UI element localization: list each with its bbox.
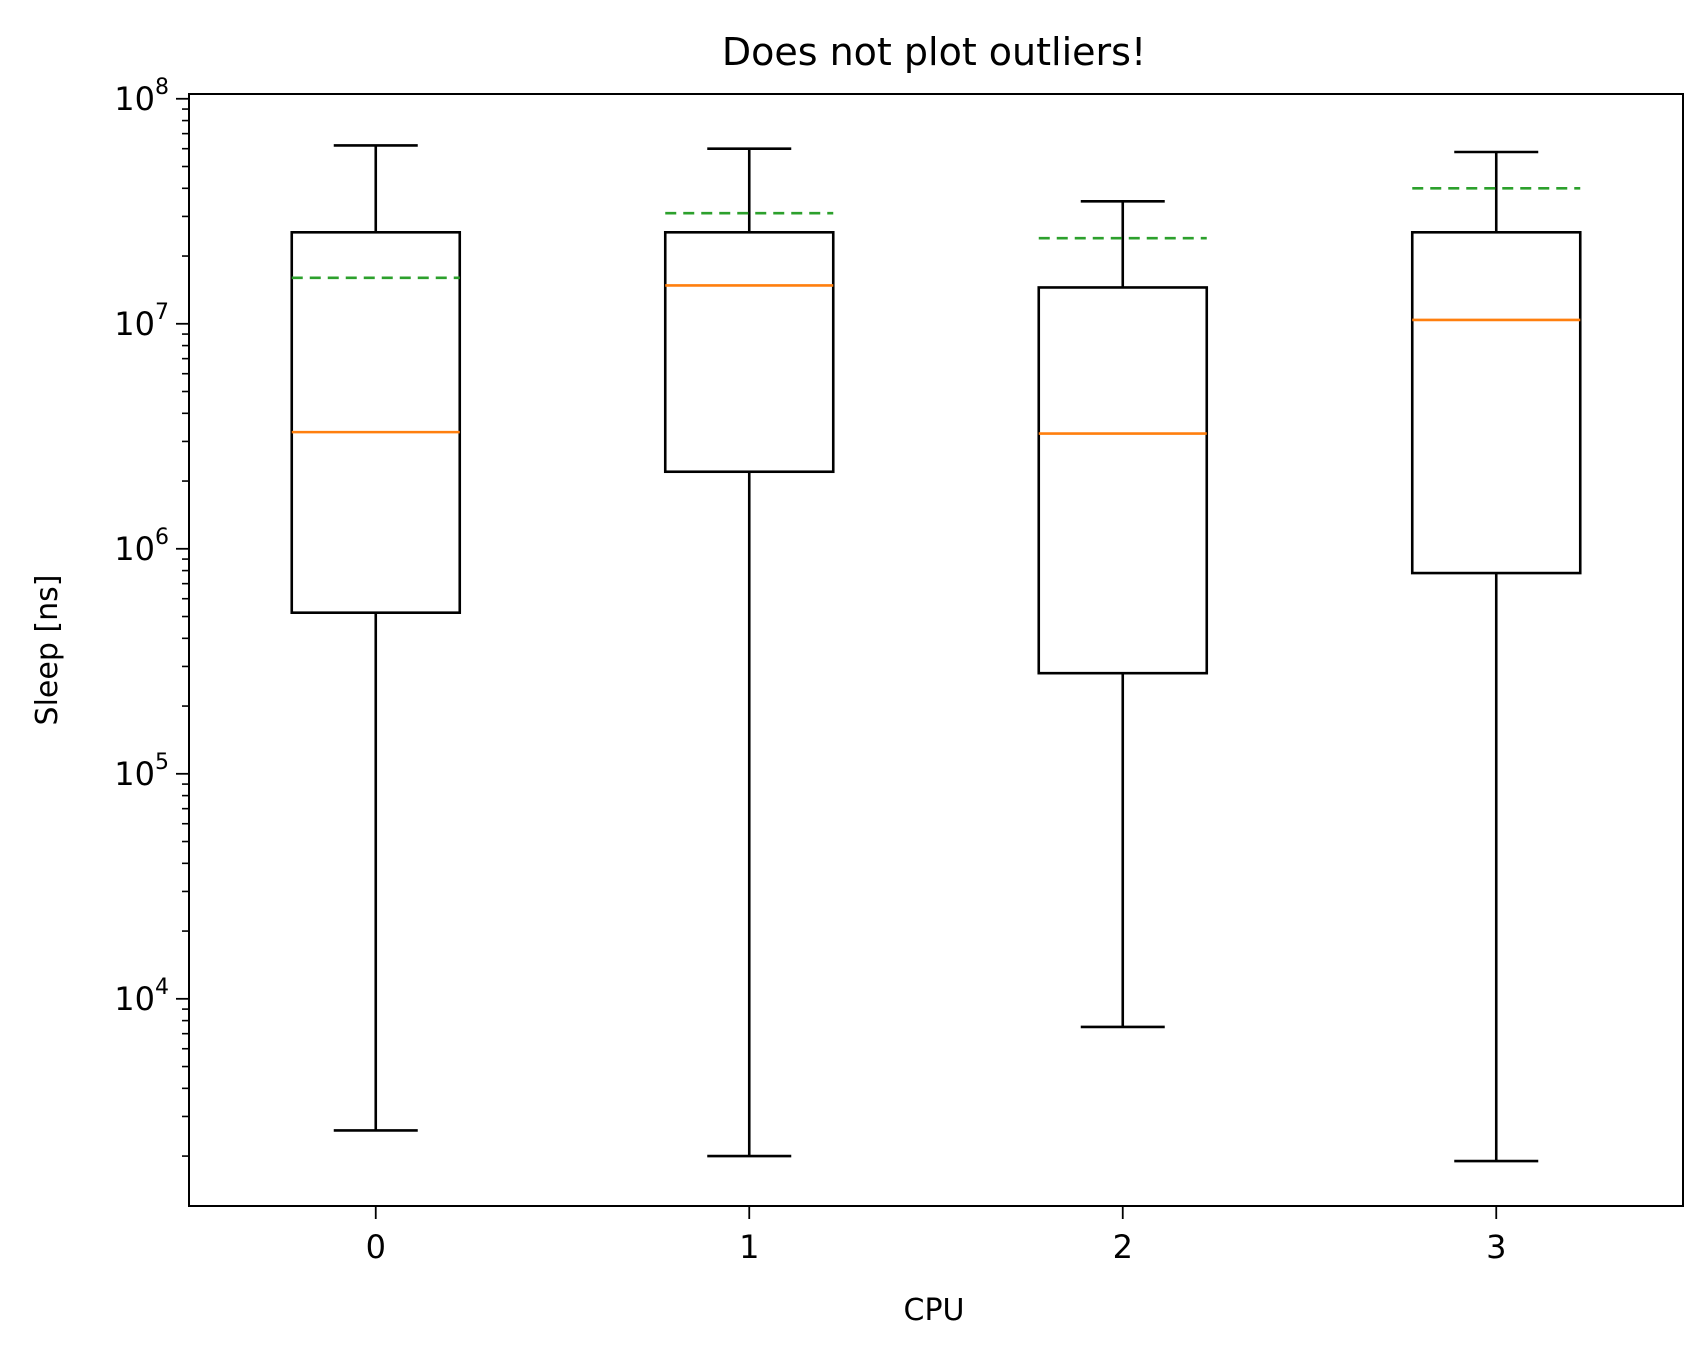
y-tick-base: 10 <box>114 980 155 1018</box>
y-tick-exponent: 6 <box>155 525 169 550</box>
y-tick-base: 10 <box>114 305 155 343</box>
y-axis-label: Sleep [ns] <box>30 575 65 726</box>
x-axis-label: CPU <box>904 1293 965 1328</box>
y-tick-label: 106 <box>114 525 169 568</box>
y-tick-label: 104 <box>114 975 169 1018</box>
y-tick-label: 107 <box>114 300 169 343</box>
x-tick-label: 3 <box>1486 1228 1506 1266</box>
y-tick-exponent: 8 <box>155 75 169 100</box>
y-tick-label: 108 <box>114 75 169 118</box>
box-iqr <box>1410 231 1582 575</box>
y-tick-label: 105 <box>114 750 169 793</box>
x-tick-label: 1 <box>739 1228 759 1266</box>
y-tick-exponent: 5 <box>155 750 169 775</box>
chart-title: Does not plot outliers! <box>722 30 1146 74</box>
x-tick-label: 2 <box>1113 1228 1133 1266</box>
axes-frame <box>188 93 1684 1207</box>
y-tick-base: 10 <box>114 755 155 793</box>
y-tick-base: 10 <box>114 530 155 568</box>
x-tick-label: 0 <box>366 1228 386 1266</box>
y-tick-exponent: 7 <box>155 300 169 325</box>
box-iqr <box>663 231 835 474</box>
y-tick-base: 10 <box>114 80 155 118</box>
y-tick-exponent: 4 <box>155 975 169 1000</box>
box-iqr <box>290 231 462 614</box>
box-iqr <box>1037 286 1209 675</box>
